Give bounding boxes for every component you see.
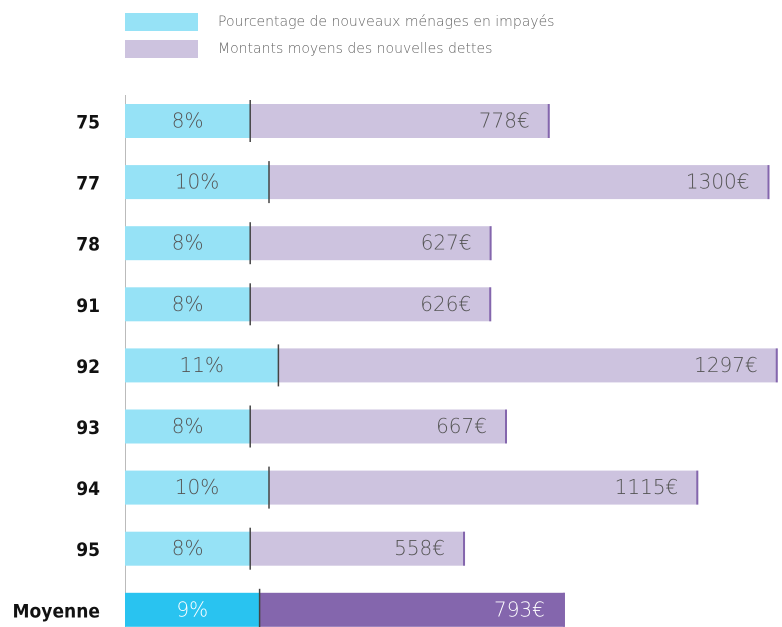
amount-bar: [259, 592, 565, 627]
amount-label: 793€: [494, 597, 545, 621]
category-label: 91: [76, 295, 100, 317]
percent-label: 10%: [175, 170, 219, 194]
category-label: Moyenne: [13, 600, 100, 622]
percent-bar: [125, 104, 251, 138]
percent-label: 8%: [172, 109, 204, 133]
legend-label: Montants moyens des nouvelles dettes: [218, 41, 492, 57]
percent-label: 8%: [172, 414, 204, 438]
legend-swatch: [125, 13, 198, 31]
amount-bar: [278, 348, 778, 383]
category-label: 94: [76, 478, 100, 500]
category-label: 78: [76, 234, 100, 256]
legend-swatch: [125, 40, 198, 58]
percent-label: 8%: [172, 536, 204, 560]
amount-label: 1300€: [686, 170, 750, 194]
percent-label: 10%: [175, 475, 219, 499]
amount-bar: [250, 226, 492, 261]
category-label: 93: [76, 417, 100, 439]
amount-bar: [250, 287, 492, 322]
amount-label: 778€: [479, 109, 530, 133]
legend-label: Pourcentage de nouveaux ménages en impay…: [218, 14, 554, 30]
percent-bar: [125, 226, 251, 261]
percent-bar: [125, 165, 269, 200]
category-label: 77: [76, 173, 100, 195]
amount-bar: [250, 104, 550, 138]
category-label: 75: [76, 112, 100, 134]
amount-bar: [269, 470, 699, 505]
percent-bar: [125, 470, 269, 505]
percent-label: 8%: [172, 231, 204, 255]
percent-bar: [125, 531, 251, 566]
category-label: 95: [76, 539, 100, 561]
amount-label: 1297€: [694, 353, 758, 377]
amount-label: 626€: [420, 292, 471, 316]
percent-bar: [125, 287, 251, 322]
amount-label: 558€: [394, 536, 445, 560]
percent-label: 9%: [176, 597, 208, 621]
percent-bar: [125, 348, 279, 383]
percent-label: 11%: [179, 353, 223, 377]
amount-label: 627€: [421, 231, 472, 255]
amount-label: 1115€: [615, 475, 679, 499]
amount-bar: [250, 409, 507, 444]
category-label: 92: [76, 356, 100, 378]
percent-bar: [125, 592, 260, 627]
amount-bar: [250, 531, 466, 566]
amount-bar: [269, 165, 770, 200]
amount-label: 667€: [436, 414, 487, 438]
percent-label: 8%: [172, 292, 204, 316]
percent-bar: [125, 409, 251, 444]
